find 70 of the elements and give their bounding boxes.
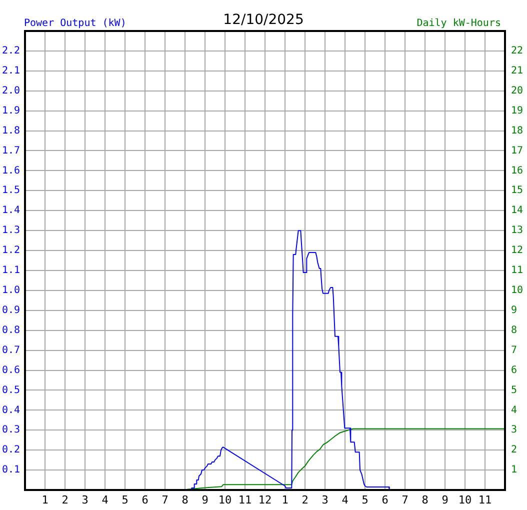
y2-tick-label: 7 xyxy=(511,344,518,356)
y2-tick-label: 5 xyxy=(511,384,518,396)
y-tick-label: 0.6 xyxy=(2,364,20,376)
chart-title: 12/10/2025 xyxy=(223,12,304,28)
y2-tick-label: 18 xyxy=(511,125,524,136)
y-tick-label: 1.5 xyxy=(2,185,20,196)
y2-tick-label: 22 xyxy=(511,46,524,57)
x-tick-label: 2 xyxy=(62,493,68,506)
y2-tick-label: 6 xyxy=(511,364,518,376)
x-tick-label: 5 xyxy=(122,493,128,506)
y2-tick-label: 17 xyxy=(511,145,524,156)
y2-tick-label: 20 xyxy=(511,85,524,96)
y-tick-label: 1.2 xyxy=(2,245,20,256)
x-tick-label: 3 xyxy=(322,493,328,506)
y-tick-label: 2.0 xyxy=(2,85,20,96)
x-tick-label: 9 xyxy=(442,493,448,506)
x-tick-label: 6 xyxy=(142,493,148,506)
y-tick-label: 0.5 xyxy=(2,384,20,396)
x-tick-label: 1 xyxy=(282,493,288,506)
y-tick-label: 1.4 xyxy=(2,205,20,216)
y-tick-label: 1.3 xyxy=(2,225,20,236)
y-tick-label: 1.7 xyxy=(2,145,20,156)
y-tick-label: 1.9 xyxy=(2,105,20,116)
y-tick-label: 2.1 xyxy=(2,66,20,77)
y2-tick-label: 14 xyxy=(511,205,524,216)
y2-tick-label: 8 xyxy=(511,324,518,336)
y2-tick-label: 21 xyxy=(511,66,524,77)
y-tick-label: 0.9 xyxy=(2,304,20,316)
x-tick-label: 11 xyxy=(238,493,252,506)
x-tick-label: 2 xyxy=(302,493,308,506)
y2-tick-label: 1 xyxy=(511,464,518,476)
x-tick-label: 5 xyxy=(362,493,368,506)
y-tick-label: 0.4 xyxy=(2,404,20,416)
x-tick-label: 10 xyxy=(458,493,472,506)
y-tick-label: 1.8 xyxy=(2,125,20,136)
y2-tick-label: 10 xyxy=(511,285,524,296)
x-tick-label: 7 xyxy=(162,493,168,506)
y-tick-label: 0.2 xyxy=(2,444,20,456)
y2-tick-label: 9 xyxy=(511,304,518,316)
y2-tick-label: 11 xyxy=(511,265,524,276)
y-tick-label: 0.7 xyxy=(2,344,20,356)
y2-axis-title: Daily kW-Hours xyxy=(416,18,501,29)
x-tick-label: 9 xyxy=(202,493,208,506)
x-tick-label: 6 xyxy=(382,493,388,506)
x-tick-label: 1 xyxy=(42,493,48,506)
y2-tick-label: 12 xyxy=(511,245,524,256)
y2-tick-label: 16 xyxy=(511,165,524,176)
x-tick-label: 3 xyxy=(82,493,88,506)
y-tick-label: 0.3 xyxy=(2,424,20,436)
y2-tick-label: 15 xyxy=(511,185,524,196)
y2-tick-label: 4 xyxy=(511,404,518,416)
x-tick-label: 10 xyxy=(218,493,232,506)
x-tick-label: 11 xyxy=(478,493,492,506)
y-tick-label: 1.6 xyxy=(2,165,20,176)
y-tick-label: 1.1 xyxy=(2,265,20,276)
y2-tick-label: 2 xyxy=(511,444,518,456)
x-tick-label: 4 xyxy=(102,493,109,506)
x-tick-label: 4 xyxy=(342,493,349,506)
y-tick-label: 0.1 xyxy=(2,464,20,476)
y2-tick-label: 19 xyxy=(511,105,524,116)
y-tick-label: 1.0 xyxy=(2,285,20,296)
x-tick-label: 8 xyxy=(422,493,428,506)
y2-tick-label: 13 xyxy=(511,225,524,236)
x-tick-label: 7 xyxy=(402,493,408,506)
y2-tick-label: 3 xyxy=(511,424,518,436)
x-tick-label: 8 xyxy=(182,493,188,506)
y-tick-label: 2.2 xyxy=(2,46,20,57)
x-tick-label: 12 xyxy=(258,493,272,506)
y-tick-label: 0.8 xyxy=(2,324,20,336)
y-axis-title: Power Output (kW) xyxy=(24,18,126,29)
